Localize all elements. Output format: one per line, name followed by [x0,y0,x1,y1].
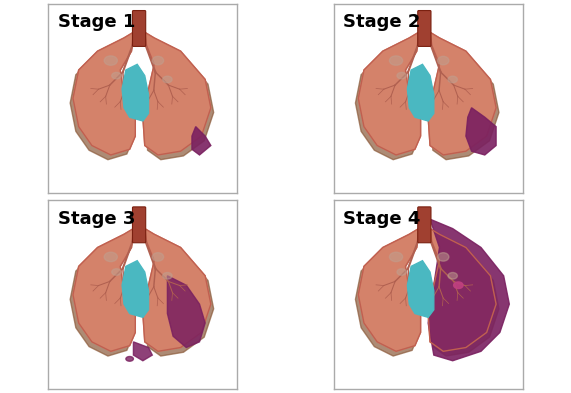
Polygon shape [428,32,496,155]
Polygon shape [358,229,421,351]
FancyBboxPatch shape [132,11,146,46]
Ellipse shape [389,56,403,65]
Polygon shape [143,229,211,351]
Text: Stage 1: Stage 1 [58,13,135,31]
Polygon shape [134,342,152,361]
Ellipse shape [437,56,449,65]
Text: Stage 2: Stage 2 [343,13,421,31]
FancyBboxPatch shape [132,207,146,243]
Ellipse shape [152,56,164,65]
Polygon shape [407,64,434,121]
Polygon shape [428,219,509,361]
Polygon shape [146,37,214,160]
Polygon shape [143,32,211,155]
Polygon shape [192,127,211,155]
Ellipse shape [104,252,118,262]
Ellipse shape [163,272,172,279]
Polygon shape [356,37,418,160]
Polygon shape [431,233,499,356]
Polygon shape [73,32,135,155]
Polygon shape [122,64,148,121]
Ellipse shape [104,56,118,65]
Polygon shape [146,233,214,356]
Polygon shape [356,233,418,356]
Ellipse shape [448,76,457,83]
Polygon shape [431,37,499,160]
FancyBboxPatch shape [418,207,431,243]
Text: Stage 3: Stage 3 [58,210,135,228]
Text: Stage 4: Stage 4 [343,210,421,228]
Ellipse shape [389,252,403,262]
Polygon shape [428,229,496,351]
FancyBboxPatch shape [418,11,431,46]
Polygon shape [73,229,135,351]
Polygon shape [70,37,132,160]
Polygon shape [167,276,205,347]
Ellipse shape [397,72,407,79]
Ellipse shape [437,253,449,261]
Ellipse shape [448,272,457,279]
Polygon shape [407,261,434,317]
Ellipse shape [112,72,121,79]
Ellipse shape [453,282,463,288]
Ellipse shape [163,76,172,83]
Ellipse shape [152,253,164,261]
Polygon shape [358,32,421,155]
Polygon shape [122,261,148,317]
Ellipse shape [126,356,134,361]
Ellipse shape [112,269,121,275]
Ellipse shape [397,269,407,275]
Polygon shape [70,233,132,356]
Polygon shape [466,108,496,155]
